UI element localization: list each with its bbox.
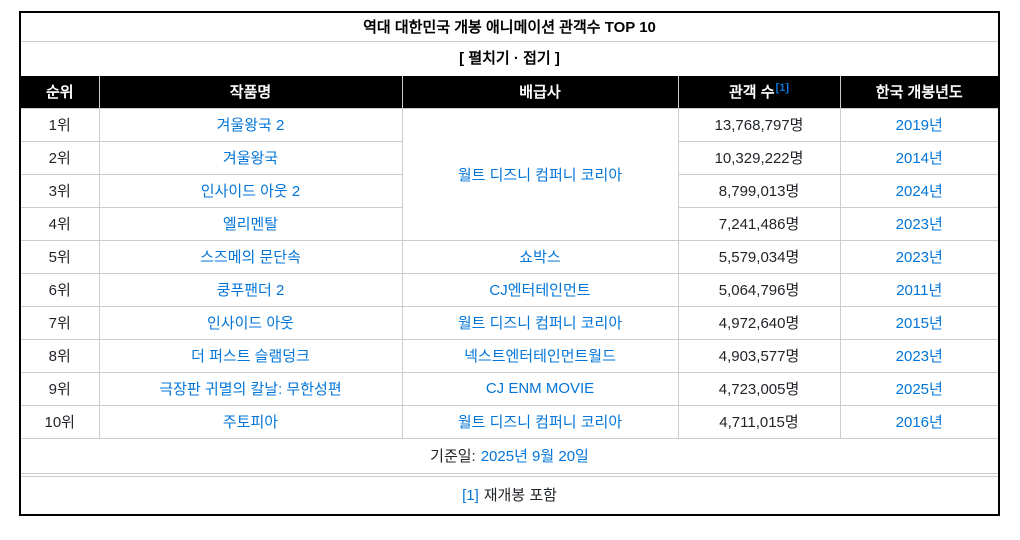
film-title-link[interactable]: 인사이드 아웃 2 xyxy=(200,183,301,200)
table-row: 7위 인사이드 아웃 월트 디즈니 컴퍼니 코리아 4,972,640명 201… xyxy=(21,305,998,340)
audience-cell: 4,711,015명 xyxy=(677,404,841,439)
year-link[interactable]: 2023년 xyxy=(895,249,943,266)
rank-cell: 5위 xyxy=(21,239,100,274)
table-row: 1위 겨울왕국 2 월트 디즈니 컴퍼니 코리아 13,768,797명 201… xyxy=(21,107,998,241)
footnote-ref-link[interactable]: [1] xyxy=(775,82,790,95)
footnote-backref-link[interactable]: [1] xyxy=(462,486,479,504)
col-header-audience: 관객 수[1] xyxy=(677,76,841,109)
base-date-label: 기준일: xyxy=(430,448,476,465)
film-title-link[interactable]: 주토피아 xyxy=(222,414,279,431)
year-link[interactable]: 2014년 xyxy=(895,150,943,167)
audience-cell: 4,723,005명 xyxy=(677,371,841,406)
col-header-rank: 순위 xyxy=(21,76,100,109)
rank-cell: 6위 xyxy=(21,272,100,307)
year-link[interactable]: 2011년 xyxy=(896,282,943,299)
rank-cell: 2위 xyxy=(21,140,100,175)
col-header-distributor: 배급사 xyxy=(401,76,679,109)
audience-cell: 4,903,577명 xyxy=(677,338,841,373)
distributor-link[interactable]: CJ엔터테인먼트 xyxy=(489,282,591,299)
year-link[interactable]: 2025년 xyxy=(895,381,943,398)
film-title-link[interactable]: 겨울왕국 2 xyxy=(216,117,285,134)
rank-cell: 9위 xyxy=(21,371,100,406)
rank-cell: 7위 xyxy=(21,305,100,340)
table-row: 5위 스즈메의 문단속 쇼박스 5,579,034명 2023년 xyxy=(21,239,998,274)
header-row: 순위 작품명 배급사 관객 수[1] 한국 개봉년도 xyxy=(21,76,998,109)
year-link[interactable]: 2019년 xyxy=(895,117,943,134)
film-title-link[interactable]: 스즈메의 문단속 xyxy=(200,249,301,266)
audience-cell: 4,972,640명 xyxy=(677,305,841,340)
footnote-section: [1] 재개봉 포함 xyxy=(21,475,998,514)
table-row: 10위 주토피아 월트 디즈니 컴퍼니 코리아 4,711,015명 2016년 xyxy=(21,404,998,439)
year-link[interactable]: 2024년 xyxy=(895,183,943,200)
table-title: 역대 대한민국 개봉 애니메이션 관객수 TOP 10 xyxy=(21,13,998,42)
col-header-audience-label: 관객 수 xyxy=(728,84,775,102)
col-header-title: 작품명 xyxy=(98,76,403,109)
year-link[interactable]: 2023년 xyxy=(895,348,943,365)
table-row: 6위 쿵푸팬더 2 CJ엔터테인먼트 5,064,796명 2011년 xyxy=(21,272,998,307)
rank-cell: 8위 xyxy=(21,338,100,373)
distributor-link[interactable]: 쇼박스 xyxy=(519,249,561,266)
year-link[interactable]: 2016년 xyxy=(895,414,943,431)
distributor-link[interactable]: 넥스트엔터테인먼트월드 xyxy=(464,348,616,365)
rank-cell: 3위 xyxy=(21,173,100,208)
film-title-link[interactable]: 엘리멘탈 xyxy=(222,216,279,233)
table-row: 4위 엘리멘탈 7,241,486명 2023년 xyxy=(21,206,998,241)
audience-cell: 7,241,486명 xyxy=(677,206,841,241)
year-link[interactable]: 2023년 xyxy=(895,216,943,233)
film-title-link[interactable]: 겨울왕국 xyxy=(222,150,279,167)
distributor-link[interactable]: 월트 디즈니 컴퍼니 코리아 xyxy=(457,414,623,431)
year-link[interactable]: 2015년 xyxy=(895,315,943,332)
distributor-link[interactable]: 월트 디즈니 컴퍼니 코리아 xyxy=(457,166,623,184)
film-title-link[interactable]: 쿵푸팬더 2 xyxy=(216,282,285,299)
rank-cell: 4위 xyxy=(21,206,100,241)
distributor-link[interactable]: 월트 디즈니 컴퍼니 코리아 xyxy=(457,315,623,332)
film-title-link[interactable]: 인사이드 아웃 xyxy=(207,315,294,332)
audience-cell: 5,064,796명 xyxy=(677,272,841,307)
base-date-row: 기준일: 2025년 9월 20일 xyxy=(21,437,998,474)
audience-cell: 13,768,797명 xyxy=(677,107,841,142)
audience-cell: 8,799,013명 xyxy=(677,173,841,208)
film-title-link[interactable]: 더 퍼스트 슬램덩크 xyxy=(191,348,310,365)
ranking-table: 순위 작품명 배급사 관객 수[1] 한국 개봉년도 1위 겨울왕국 2 월트 … xyxy=(21,76,998,474)
table-row: 8위 더 퍼스트 슬램덩크 넥스트엔터테인먼트월드 4,903,577명 202… xyxy=(21,338,998,373)
base-date-link[interactable]: 2025년 9월 20일 xyxy=(480,448,589,465)
table-row: 3위 인사이드 아웃 2 8,799,013명 2024년 xyxy=(21,173,998,208)
audience-cell: 10,329,222명 xyxy=(677,140,841,175)
rank-cell: 1위 xyxy=(21,107,100,142)
table-row: 9위 극장판 귀멸의 칼날: 무한성편 CJ ENM MOVIE 4,723,0… xyxy=(21,371,998,406)
footnote-text: 재개봉 포함 xyxy=(483,486,557,504)
col-header-year: 한국 개봉년도 xyxy=(839,76,998,109)
rank-cell: 10위 xyxy=(21,404,100,439)
film-title-link[interactable]: 극장판 귀멸의 칼날: 무한성편 xyxy=(159,381,342,398)
collapse-toggle[interactable]: [ 펼치기 · 접기 ] xyxy=(459,50,560,67)
distributor-link[interactable]: CJ ENM MOVIE xyxy=(485,380,595,397)
top10-animation-table: 역대 대한민국 개봉 애니메이션 관객수 TOP 10 [ 펼치기 · 접기 ]… xyxy=(19,11,1000,516)
audience-cell: 5,579,034명 xyxy=(677,239,841,274)
